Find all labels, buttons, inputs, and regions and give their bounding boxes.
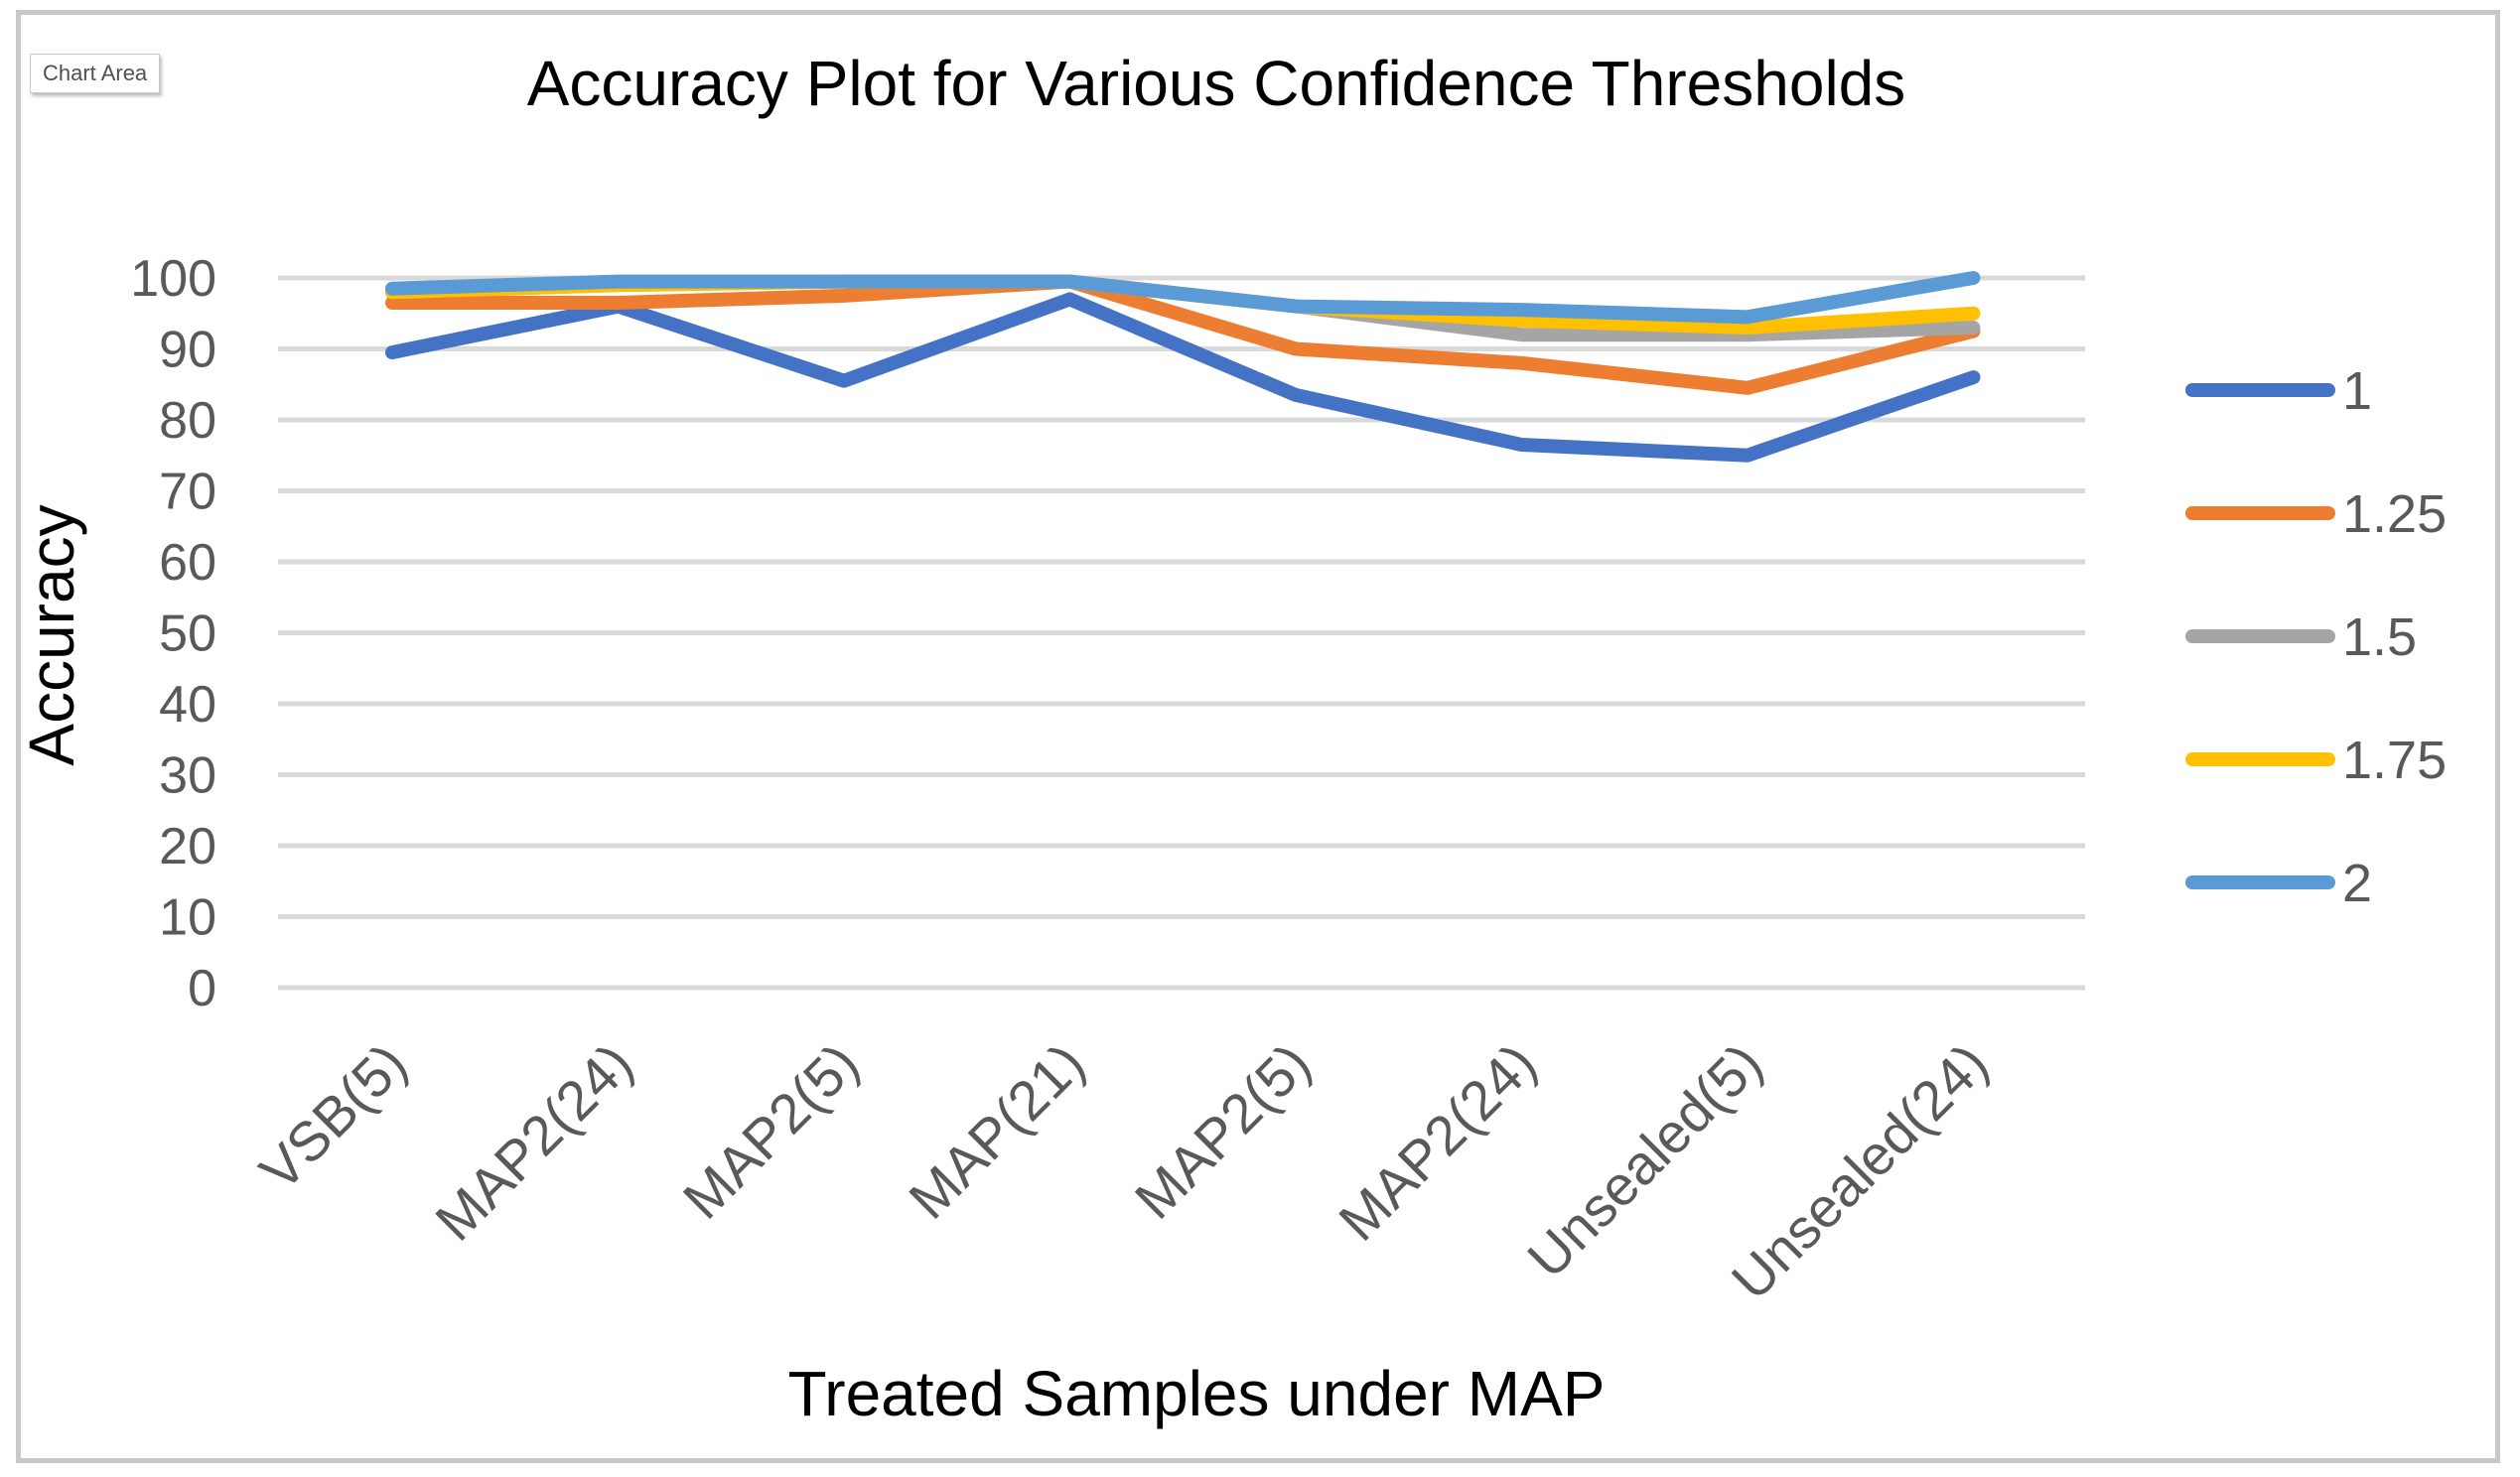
chart-title: Accuracy Plot for Various Confidence Thr… [527,48,1906,119]
y-tick-label: 50 [159,605,216,663]
series-line-1[interactable] [385,292,1981,463]
x-tick-label: VSB(5) [247,1031,418,1202]
y-tick-label: 20 [159,818,216,875]
gridlines [278,275,2085,991]
y-tick-label: 30 [159,747,216,805]
legend-label: 1.25 [2342,484,2447,544]
legend-label: 2 [2342,854,2372,913]
x-tick-label: MAP2(24) [423,1031,644,1253]
series-line-2[interactable] [385,271,1981,325]
x-tick-label: MAP2(5) [1123,1031,1323,1231]
series-line-1-25[interactable] [385,274,1981,395]
chart-area-tooltip: Chart Area [30,54,161,93]
y-tick-label: 100 [130,250,216,308]
x-axis-title: Treated Samples under MAP [788,1358,1606,1429]
x-tick-label: MAP(21) [897,1031,1096,1231]
y-tick-label: 90 [159,322,216,379]
legend-label: 1.75 [2342,731,2447,790]
y-tick-label: 70 [159,464,216,521]
y-tick-label: 10 [159,889,216,947]
y-tick-label: 80 [159,392,216,450]
y-tick-label: 60 [159,534,216,592]
legend-label: 1 [2342,361,2372,421]
y-tick-label: 40 [159,676,216,734]
x-tick-label: MAP2(24) [1327,1031,1548,1253]
x-axis-ticks: VSB(5) MAP2(24) MAP2(5) MAP(21) MAP2(5) MAP2(… [247,1031,2000,1311]
x-tick-label: MAP2(5) [671,1031,871,1231]
y-axis-ticks: 0 10 20 30 40 50 60 70 80 90 100 [130,250,216,1017]
legend[interactable]: 1 1.25 1.5 1.75 2 [2185,361,2447,913]
y-tick-label: 0 [188,960,216,1017]
series-lines [385,271,1981,463]
y-axis-title: Accuracy [16,504,87,765]
legend-label: 1.5 [2342,607,2417,667]
chart-frame[interactable] [16,10,2500,1463]
